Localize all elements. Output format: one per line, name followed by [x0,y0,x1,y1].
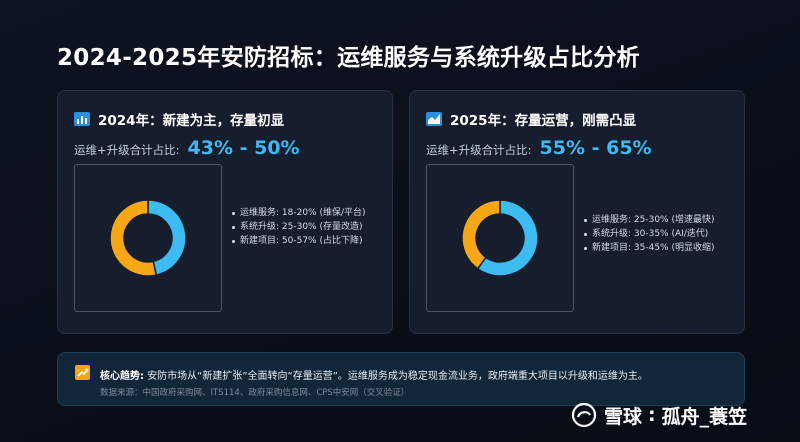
bar-chart-icon [74,112,90,126]
legend-2024: 运维服务: 18-20% (维保/平台) 系统升级: 25-30% (存量改造)… [230,206,380,248]
donut-chart-2025 [426,164,574,312]
ratio-row: 运维+升级合计占比: 55% - 65% [426,137,652,159]
card-2025: 2025年：存量运营，刚需凸显 运维+升级合计占比: 55% - 65% 运维服… [409,90,745,334]
watermark-author: 孤舟_蓑笠 [661,405,748,428]
donut-hole [476,214,524,262]
ratio-row: 运维+升级合计占比: 43% - 50% [74,137,300,159]
watermark-separator: : [648,404,656,426]
card-heading: 2025年：存量运营，刚需凸显 [426,109,636,129]
legend-item: 新建项目: 50-57% (占比下降) [230,234,380,248]
core-trend-panel: 核心趋势: 安防市场从“新建扩张”全面转向“存量运营”。运维服务成为稳定现金流业… [57,352,745,406]
ratio-label: 运维+升级合计占比: [74,143,180,157]
donut-hole [124,214,172,262]
donut-slice-maintenance-upgrade [476,199,539,277]
legend-item: 系统升级: 30-35% (AI/迭代) [582,227,742,241]
watermark-brand: 雪球 [604,405,643,428]
donut-svg [109,199,187,277]
data-source: 数据来源：中国政府采购网、ITS114、政府采购信息网、CPS中安网（交叉验证） [100,388,410,398]
donut-slice-new-build [461,199,501,270]
area-chart-icon [426,112,442,126]
snowball-logo-icon [571,402,597,428]
trend-label: 核心趋势: [100,371,144,382]
card-2024: 2024年：新建为主，存量初显 运维+升级合计占比: 43% - 50% 运维服… [57,90,393,334]
trend-body: 安防市场从“新建扩张”全面转向“存量运营”。运维服务成为稳定现金流业务，政府端重… [147,371,648,382]
card-heading: 2024年：新建为主，存量初显 [74,109,284,129]
ratio-value: 43% - 50% [187,137,300,159]
ratio-value: 55% - 65% [539,137,652,159]
trend-text: 核心趋势: 安防市场从“新建扩张”全面转向“存量运营”。运维服务成为稳定现金流业… [100,367,648,382]
legend-item: 运维服务: 18-20% (维保/平台) [230,206,380,220]
legend-item: 新建项目: 35-45% (明显收缩) [582,241,742,255]
donut-chart-2024 [74,164,222,312]
card-heading-text: 2024年：新建为主，存量初显 [98,113,285,129]
legend-item: 系统升级: 25-30% (存量改造) [230,220,380,234]
watermark: 雪球 : 孤舟_蓑笠 [570,400,747,430]
legend-item: 运维服务: 25-30% (增速最快) [582,213,742,227]
trend-up-icon [75,365,90,380]
page-title: 2024-2025年安防招标：运维服务与系统升级占比分析 [57,45,640,71]
legend-2025: 运维服务: 25-30% (增速最快) 系统升级: 30-35% (AI/迭代)… [582,213,742,255]
card-heading-text: 2025年：存量运营，刚需凸显 [450,113,637,129]
donut-svg [461,199,539,277]
ratio-label: 运维+升级合计占比: [426,143,532,157]
donut-slice-new-build [109,199,158,277]
